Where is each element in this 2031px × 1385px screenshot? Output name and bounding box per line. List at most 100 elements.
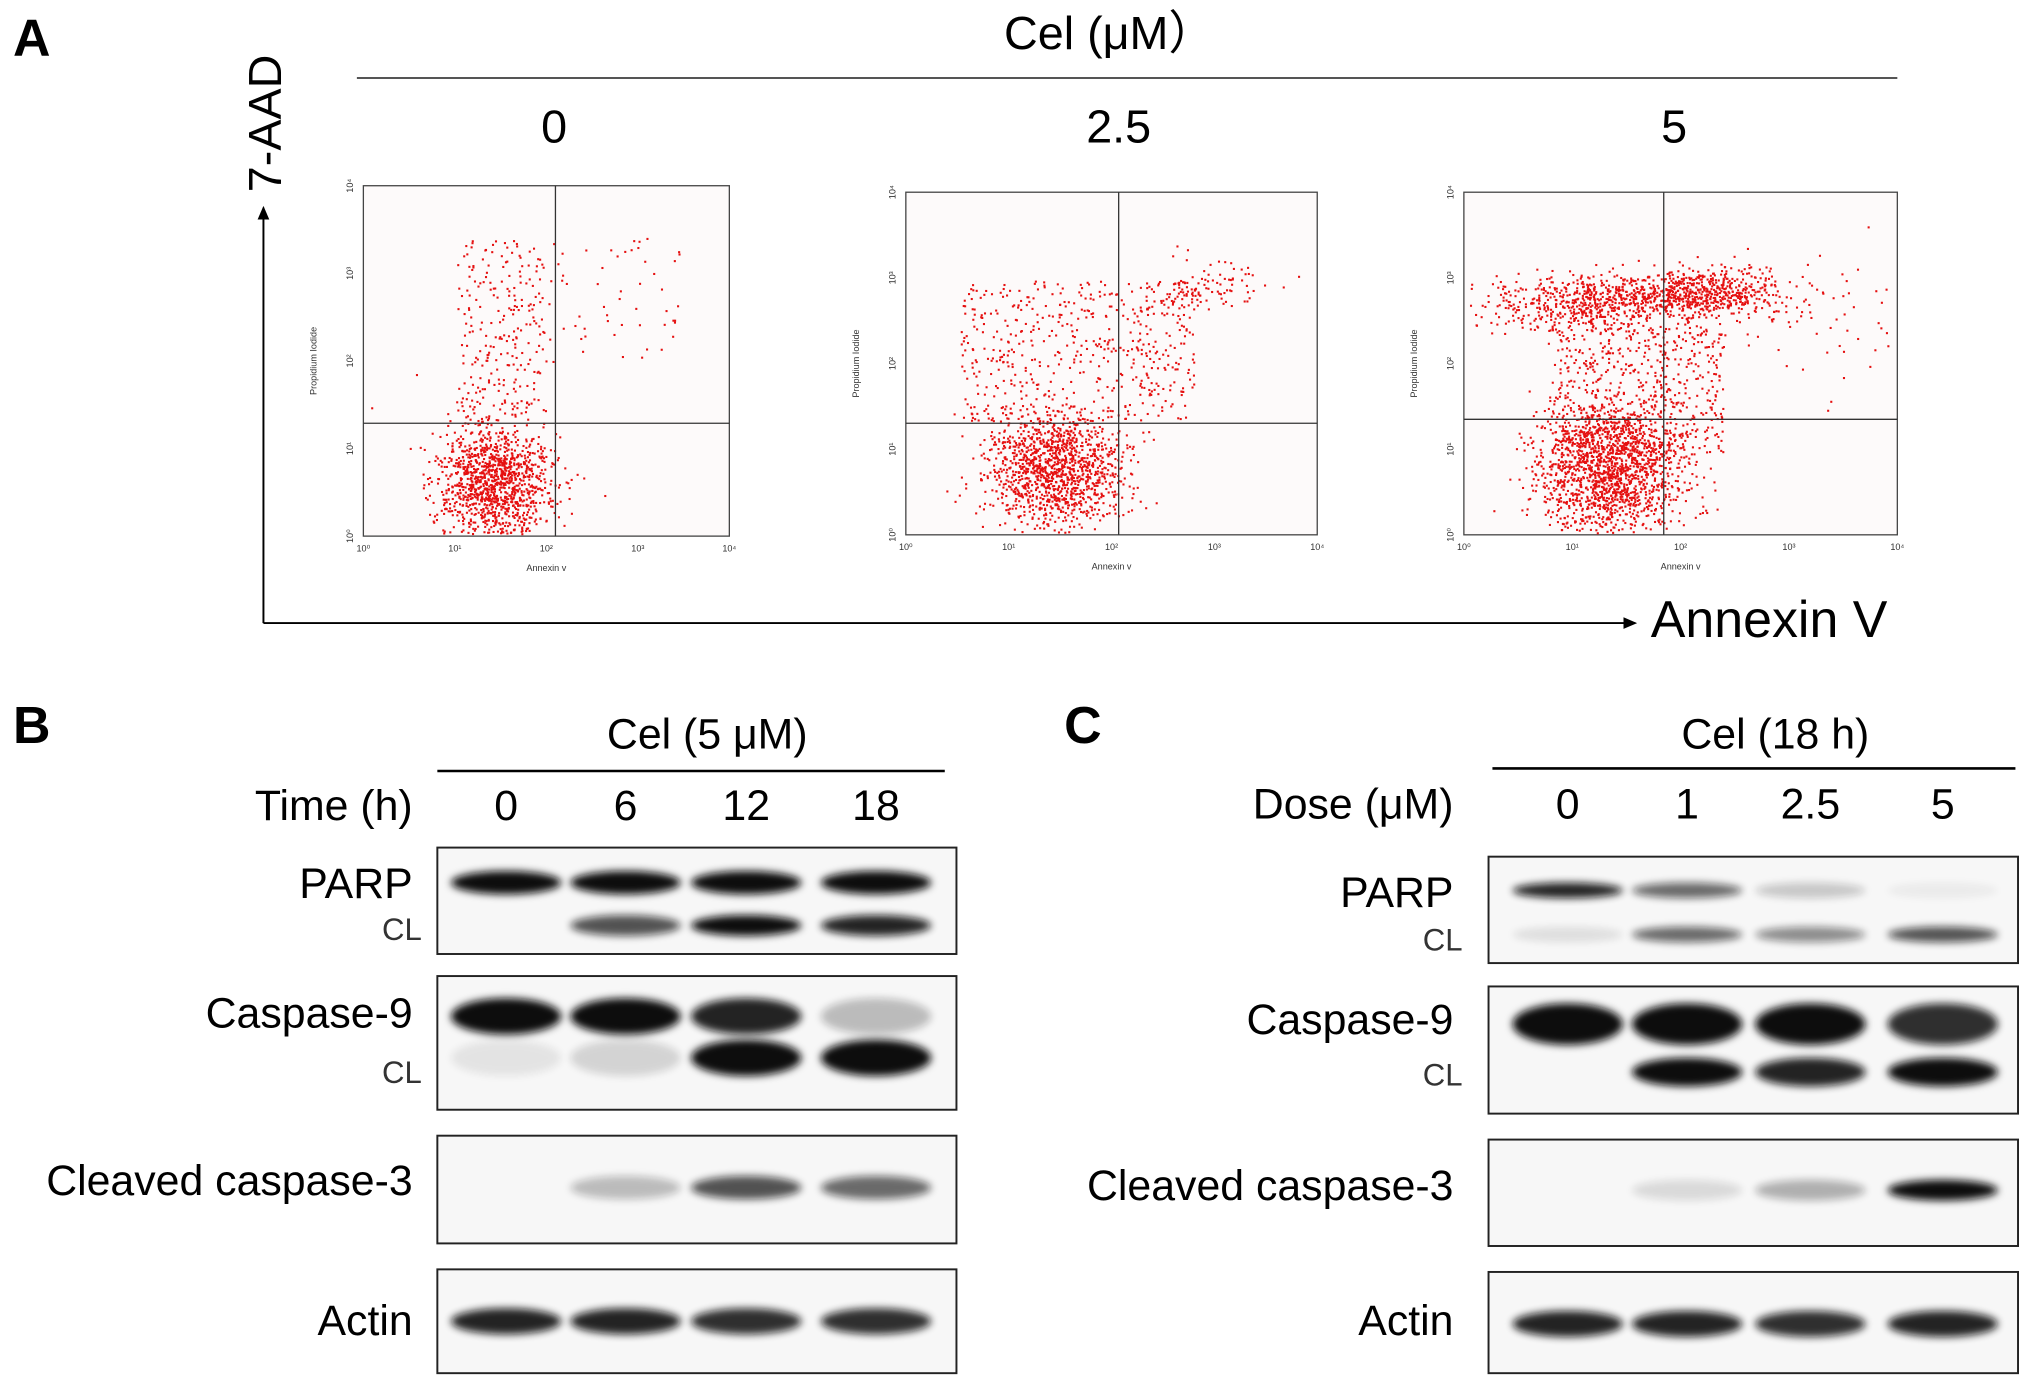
event-dot xyxy=(1629,452,1632,455)
event-dot xyxy=(447,461,450,464)
event-dot xyxy=(1056,445,1059,448)
event-dot xyxy=(1597,445,1600,448)
event-dot xyxy=(1105,315,1108,318)
event-dot xyxy=(521,500,524,503)
event-dot xyxy=(677,305,680,308)
event-dot xyxy=(1563,485,1566,488)
event-dot xyxy=(551,505,554,508)
event-dot xyxy=(1012,351,1015,354)
event-dot xyxy=(464,469,467,473)
event-dot xyxy=(473,513,476,516)
event-dot xyxy=(1595,451,1598,454)
event-dot xyxy=(1590,470,1593,473)
event-dot xyxy=(1541,474,1544,477)
event-dot xyxy=(1611,448,1614,451)
event-dot xyxy=(653,272,656,276)
event-dot xyxy=(1072,479,1075,483)
event-dot xyxy=(1612,442,1615,446)
event-dot xyxy=(491,458,494,461)
event-dot xyxy=(1010,488,1013,491)
event-dot xyxy=(989,449,992,452)
event-dot xyxy=(1051,446,1054,449)
event-dot xyxy=(1181,288,1184,291)
event-dot xyxy=(1026,296,1029,299)
event-dot xyxy=(1628,480,1631,484)
event-dot xyxy=(542,426,545,429)
event-dot xyxy=(1560,500,1563,503)
event-dot xyxy=(1573,442,1576,446)
event-dot xyxy=(1148,431,1151,434)
event-dot xyxy=(596,283,599,286)
event-dot xyxy=(1173,300,1176,303)
event-dot xyxy=(1614,495,1617,498)
event-dot xyxy=(1632,504,1635,507)
event-dot xyxy=(1191,294,1194,297)
event-dot xyxy=(1602,498,1605,501)
event-dot xyxy=(1050,445,1053,448)
event-dot xyxy=(513,493,516,496)
event-dot xyxy=(1585,454,1588,457)
event-dot xyxy=(1081,287,1084,290)
event-dot xyxy=(1592,501,1595,504)
event-dot xyxy=(1038,459,1041,462)
event-dot xyxy=(1612,450,1615,453)
event-dot xyxy=(1069,458,1072,461)
event-dot xyxy=(1579,504,1582,507)
event-dot xyxy=(1015,503,1018,507)
event-dot xyxy=(1066,442,1069,445)
event-dot xyxy=(478,423,481,426)
event-dot xyxy=(1592,451,1595,454)
event-dot xyxy=(497,514,500,517)
event-dot xyxy=(1129,445,1132,448)
event-dot xyxy=(462,362,465,365)
event-dot xyxy=(535,523,538,526)
event-dot xyxy=(1035,428,1038,431)
event-dot xyxy=(1577,434,1580,437)
event-dot xyxy=(1038,422,1042,426)
event-dot xyxy=(460,401,463,404)
event-dot xyxy=(1602,472,1605,475)
event-dot xyxy=(1147,343,1150,346)
event-dot xyxy=(1639,454,1643,457)
event-dot xyxy=(1180,342,1183,345)
event-dot xyxy=(1018,494,1021,497)
event-dot xyxy=(1575,429,1578,432)
event-dot xyxy=(1616,469,1619,472)
event-dot xyxy=(515,502,518,505)
event-dot xyxy=(518,464,521,467)
event-dot xyxy=(1678,520,1681,523)
event-dot xyxy=(501,527,504,530)
event-dot xyxy=(1127,413,1130,416)
event-dot xyxy=(1588,464,1591,467)
event-dot xyxy=(1209,263,1212,266)
event-dot xyxy=(1608,489,1611,492)
event-dot xyxy=(535,350,538,354)
event-dot xyxy=(1043,394,1046,397)
event-dot xyxy=(487,419,490,422)
event-dot xyxy=(1083,309,1086,312)
event-dot xyxy=(1090,488,1093,491)
event-dot xyxy=(436,513,439,516)
event-dot xyxy=(507,503,510,506)
event-dot xyxy=(1053,493,1056,496)
event-dot xyxy=(1674,479,1677,483)
event-dot xyxy=(1098,508,1101,511)
event-dot xyxy=(458,461,461,464)
event-dot xyxy=(512,433,515,436)
event-dot xyxy=(1000,338,1003,341)
event-dot xyxy=(1645,493,1648,496)
event-dot xyxy=(442,529,445,532)
event-dot xyxy=(1070,324,1073,327)
event-dot xyxy=(678,253,681,256)
event-dot xyxy=(1553,489,1556,492)
event-dot xyxy=(1061,472,1064,475)
event-dot xyxy=(1596,442,1599,445)
event-dot xyxy=(504,524,507,528)
event-dot xyxy=(1629,497,1632,500)
event-dot xyxy=(1559,517,1562,520)
event-dot xyxy=(1615,488,1618,491)
event-dot xyxy=(1635,461,1639,464)
event-dot xyxy=(544,481,547,484)
event-dot xyxy=(1614,491,1617,494)
event-dot xyxy=(1139,332,1142,335)
